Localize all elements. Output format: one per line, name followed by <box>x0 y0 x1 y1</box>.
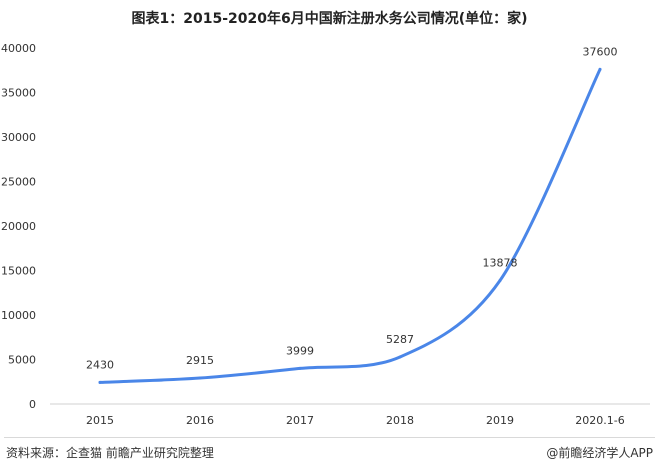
data-label: 13878 <box>483 256 518 269</box>
data-label: 2915 <box>186 354 214 367</box>
y-tick-label: 35000 <box>1 87 36 100</box>
x-tick-label: 2020.1-6 <box>575 414 624 427</box>
chart-title: 图表1：2015-2020年6月中国新注册水务公司情况(单位：家) <box>131 11 528 27</box>
y-tick-label: 0 <box>29 398 36 411</box>
y-tick-label: 25000 <box>1 176 36 189</box>
x-tick-label: 2019 <box>486 414 514 427</box>
y-axis: 0 5000 10000 15000 20000 25000 30000 35000 40000 <box>1 42 36 411</box>
data-labels: 2430 2915 3999 5287 13878 37600 <box>86 45 618 371</box>
data-point <box>398 355 402 359</box>
y-tick-label: 10000 <box>1 309 36 322</box>
x-axis: 2015 2016 2017 2018 2019 2020.1-6 <box>50 403 650 427</box>
data-point <box>98 380 102 384</box>
footer-divider <box>4 437 655 438</box>
data-label: 37600 <box>583 45 618 58</box>
series-line <box>98 67 602 384</box>
data-label: 3999 <box>286 344 314 357</box>
y-tick-label: 15000 <box>1 265 36 278</box>
data-point <box>298 366 302 370</box>
y-tick-label: 20000 <box>1 220 36 233</box>
y-tick-label: 30000 <box>1 131 36 144</box>
data-point <box>198 376 202 380</box>
data-point <box>498 278 502 282</box>
brand-credit: @前瞻经济学人APP <box>546 446 653 460</box>
source-note: 资料来源：企查猫 前瞻产业研究院整理 <box>6 446 214 460</box>
data-label: 2430 <box>86 358 114 371</box>
series-path <box>98 67 602 384</box>
x-tick-label: 2018 <box>386 414 414 427</box>
x-tick-label: 2016 <box>186 414 214 427</box>
data-label: 5287 <box>386 333 414 346</box>
y-tick-label: 40000 <box>1 42 36 55</box>
x-tick-label: 2015 <box>86 414 114 427</box>
data-point <box>598 67 602 71</box>
y-tick-label: 5000 <box>8 354 36 367</box>
x-tick-label: 2017 <box>286 414 314 427</box>
